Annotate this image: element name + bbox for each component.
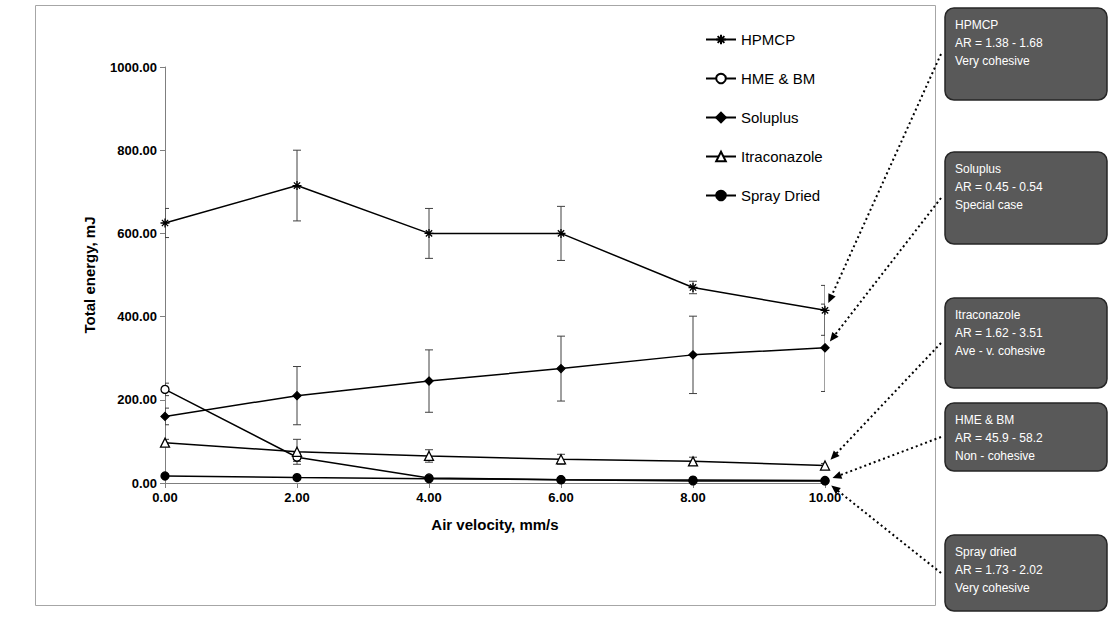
svg-text:AR = 1.38 - 1.68: AR = 1.38 - 1.68 — [955, 36, 1043, 50]
svg-text:Spray dried: Spray dried — [955, 545, 1016, 559]
svg-text:6.00: 6.00 — [548, 490, 573, 505]
svg-text:Special case: Special case — [955, 198, 1023, 212]
svg-text:400.00: 400.00 — [117, 309, 157, 324]
svg-text:Soluplus: Soluplus — [741, 109, 799, 126]
svg-text:HME & BM: HME & BM — [741, 70, 815, 87]
svg-text:0.00: 0.00 — [152, 490, 177, 505]
svg-text:Air velocity, mm/s: Air velocity, mm/s — [431, 516, 558, 533]
svg-text:HPMCP: HPMCP — [741, 31, 795, 48]
svg-text:Soluplus: Soluplus — [955, 162, 1001, 176]
svg-text:Non - cohesive: Non - cohesive — [955, 449, 1035, 463]
svg-text:Total energy, mJ: Total energy, mJ — [81, 217, 98, 334]
svg-text:10.00: 10.00 — [808, 490, 842, 505]
svg-text:AR = 1.62 - 3.51: AR = 1.62 - 3.51 — [955, 326, 1043, 340]
svg-text:8.00: 8.00 — [680, 490, 705, 505]
svg-text:Very cohesive: Very cohesive — [955, 581, 1030, 595]
svg-text:AR = 45.9 - 58.2: AR = 45.9 - 58.2 — [955, 431, 1043, 445]
svg-text:Itraconazole: Itraconazole — [741, 148, 823, 165]
svg-text:1000.00: 1000.00 — [110, 60, 157, 75]
svg-text:Itraconazole: Itraconazole — [955, 308, 1021, 322]
svg-text:HPMCP: HPMCP — [955, 18, 998, 32]
svg-text:4.00: 4.00 — [416, 490, 441, 505]
svg-text:800.00: 800.00 — [117, 143, 157, 158]
svg-text:AR = 0.45 - 0.54: AR = 0.45 - 0.54 — [955, 180, 1043, 194]
svg-text:200.00: 200.00 — [117, 392, 157, 407]
svg-text:0.00: 0.00 — [132, 476, 157, 491]
svg-text:Spray Dried: Spray Dried — [741, 187, 820, 204]
svg-text:Ave - v. cohesive: Ave - v. cohesive — [955, 344, 1046, 358]
svg-text:HME & BM: HME & BM — [955, 413, 1014, 427]
svg-text:Very cohesive: Very cohesive — [955, 54, 1030, 68]
svg-text:AR = 1.73 - 2.02: AR = 1.73 - 2.02 — [955, 563, 1043, 577]
svg-text:2.00: 2.00 — [284, 490, 309, 505]
svg-text:600.00: 600.00 — [117, 226, 157, 241]
